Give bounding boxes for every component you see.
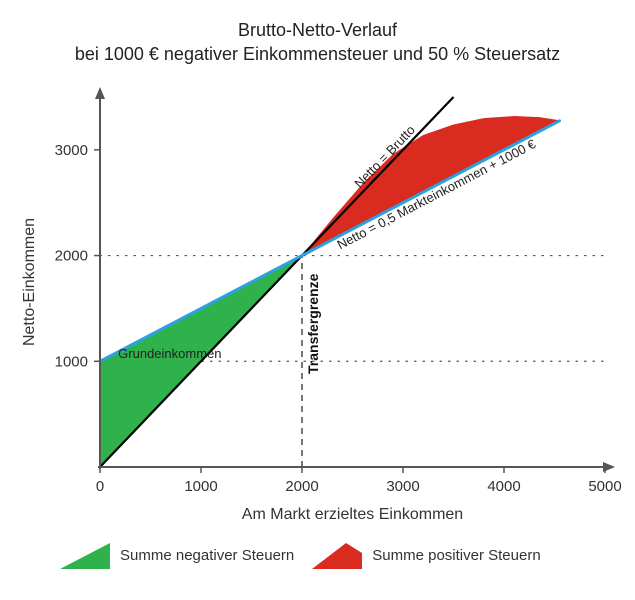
legend-swatch-negative: [60, 543, 110, 569]
x-axis-label: Am Markt erzieltes Einkommen: [242, 506, 463, 523]
legend-swatch-positive: [312, 543, 362, 569]
legend-item-negative: Summe negativer Steuern: [60, 543, 294, 569]
annotation-grundeinkommen: Grundeinkommen: [118, 346, 221, 361]
x-tick-label: 2000: [285, 478, 318, 495]
legend: Summe negativer Steuern Summe positiver …: [0, 543, 635, 569]
legend-item-positive: Summe positiver Steuern: [312, 543, 540, 569]
line-brutto: [100, 97, 454, 467]
legend-label-negative: Summe negativer Steuern: [120, 547, 294, 564]
chart-title: Brutto-Netto-Verlauf bei 1000 € negative…: [0, 0, 635, 67]
x-tick-label: 4000: [487, 478, 520, 495]
y-tick-label: 3000: [55, 141, 88, 158]
x-tick-label: 1000: [184, 478, 217, 495]
x-tick-label: 5000: [588, 478, 621, 495]
annotation-transfergrenze: Transfergrenze: [305, 273, 321, 374]
y-axis-label: Netto-Einkommen: [21, 218, 38, 346]
chart-area: 0 1000 2000 3000 4000 5000 1000 2000 3000 Am Mark…: [0, 67, 635, 537]
y-axis-arrow: [95, 87, 105, 99]
x-tick-label: 3000: [386, 478, 419, 495]
y-tick-label: 1000: [55, 353, 88, 370]
x-tick-label: 0: [96, 478, 104, 495]
title-line-1: Brutto-Netto-Verlauf: [0, 18, 635, 42]
title-line-2: bei 1000 € negativer Einkommensteuer und…: [0, 42, 635, 66]
legend-label-positive: Summe positiver Steuern: [372, 547, 540, 564]
chart-svg: 0 1000 2000 3000 4000 5000 1000 2000 3000 Am Mark…: [0, 67, 635, 537]
y-tick-label: 2000: [55, 247, 88, 264]
